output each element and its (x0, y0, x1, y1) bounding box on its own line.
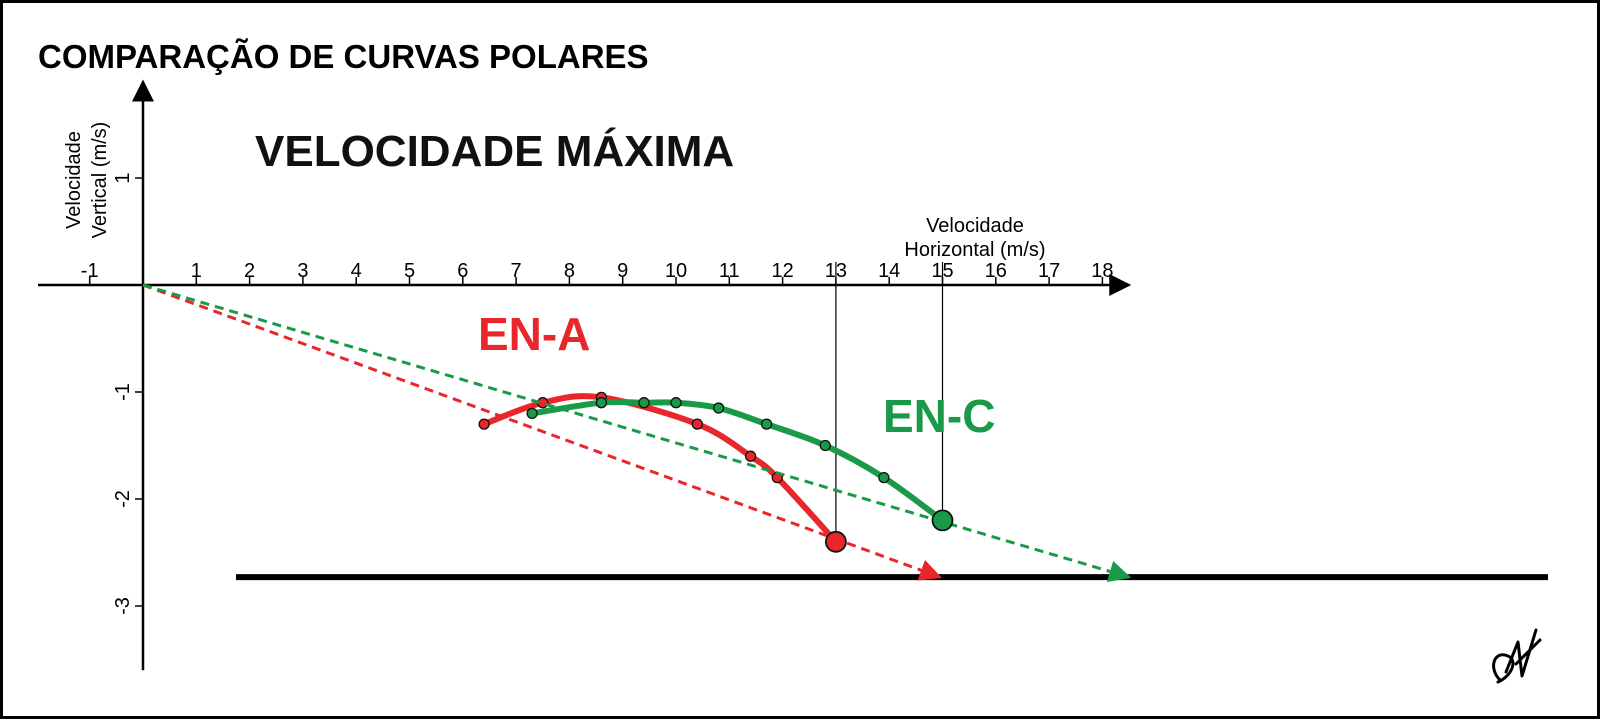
chart-title: COMPARAÇÃO DE CURVAS POLARES (38, 38, 649, 75)
x-tick-label-12: 12 (771, 260, 793, 282)
x-tick-label-7: 7 (511, 260, 522, 282)
series-layer (142, 262, 1132, 583)
x-tick-label-17: 17 (1038, 260, 1060, 282)
point-en-a-0 (478, 418, 490, 430)
x-tick-label-8: 8 (564, 260, 575, 282)
point-en-c-0 (526, 407, 538, 420)
x-tick-label-16: 16 (985, 260, 1007, 282)
chart-subtitle: VELOCIDADE MÁXIMA (255, 126, 734, 176)
series-label-en-a: EN-A (478, 308, 590, 360)
series-en-c (142, 262, 1132, 583)
x-tick-label-18: 18 (1091, 260, 1113, 282)
max-point-en-c-8 (931, 509, 954, 532)
point-en-c-5 (760, 418, 773, 430)
y-tick-label--1: -1 (112, 383, 134, 401)
y-tick-label--2: -2 (112, 490, 134, 508)
x-tick-label-11: 11 (719, 260, 740, 282)
x-tick-label--1: -1 (81, 260, 99, 282)
point-en-a-3 (691, 418, 703, 430)
y-tick-label--3: -3 (112, 597, 134, 615)
series-label-en-c: EN-C (883, 390, 995, 442)
x-axis-label: Velocidade Horizontal (m/s) (904, 215, 1045, 261)
x-tick-label-2: 2 (244, 260, 255, 282)
point-en-c-2 (638, 397, 650, 409)
y-axis-label: Velocidade Vertical (m/s) (63, 122, 111, 239)
x-tick-label-6: 6 (457, 260, 468, 282)
x-axis-label-line1: Velocidade (926, 215, 1024, 237)
x-tick-label-1: 1 (191, 260, 202, 282)
series-en-a (142, 262, 942, 581)
point-en-c-7 (878, 471, 890, 484)
x-tick-label-9: 9 (617, 260, 628, 282)
max-point-en-a-6 (825, 530, 847, 553)
y-axis-label-line2: Vertical (m/s) (89, 122, 111, 239)
point-en-c-6 (819, 439, 831, 452)
x-axis-label-line2: Horizontal (m/s) (904, 239, 1045, 261)
x-tick-label-5: 5 (404, 260, 415, 282)
point-en-c-3 (670, 397, 682, 409)
y-axis-label-line1: Velocidade (63, 131, 85, 229)
signature-mark (1492, 628, 1542, 684)
x-tick-label-4: 4 (351, 260, 362, 282)
tangent-en-c (142, 283, 1132, 583)
x-tick-label-14: 14 (878, 260, 900, 282)
point-en-c-1 (595, 397, 608, 409)
tangent-en-a (142, 283, 942, 581)
y-tick-label-1: 1 (112, 172, 134, 183)
point-en-c-4 (712, 402, 725, 414)
x-tick-label-3: 3 (297, 260, 308, 282)
x-tick-label-10: 10 (665, 260, 687, 282)
point-en-a-4 (744, 450, 757, 462)
